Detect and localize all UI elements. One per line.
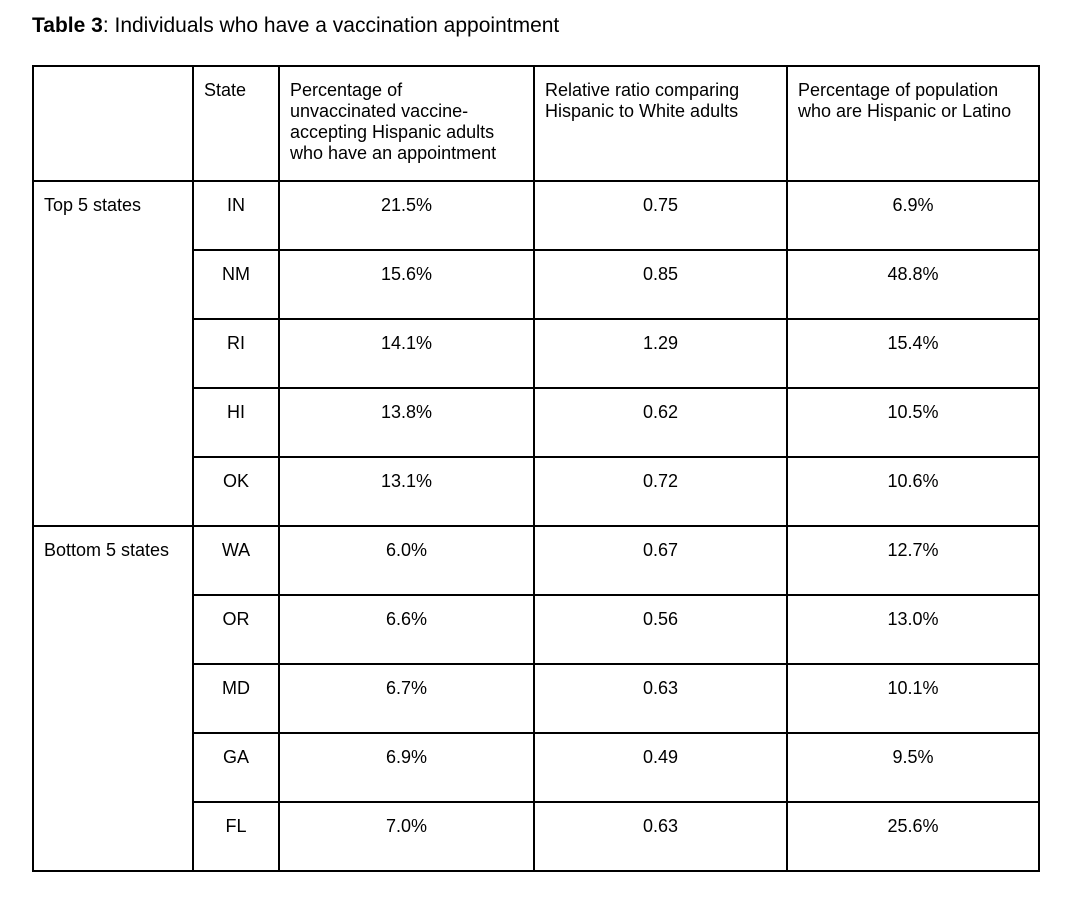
cell-state: OK: [192, 456, 280, 527]
cell-pct-appointment: 6.9%: [278, 732, 535, 803]
table-row: FL 7.0% 0.63 25.6%: [33, 801, 1040, 872]
cell-state: RI: [192, 318, 280, 389]
cell-pct-population: 10.1%: [786, 663, 1040, 734]
table-row: OR 6.6% 0.56 13.0%: [33, 594, 1040, 665]
table-caption-label: Table 3: [32, 14, 103, 37]
cell-state: IN: [192, 180, 280, 251]
cell-pct-population: 10.5%: [786, 387, 1040, 458]
cell-state: MD: [192, 663, 280, 734]
cell-pct-appointment: 13.1%: [278, 456, 535, 527]
cell-relative-ratio: 0.63: [533, 663, 788, 734]
group-label-bottom5: Bottom 5 states: [32, 525, 194, 872]
cell-relative-ratio: 1.29: [533, 318, 788, 389]
cell-relative-ratio: 0.63: [533, 801, 788, 872]
table-row: GA 6.9% 0.49 9.5%: [33, 732, 1040, 803]
table-row: OK 13.1% 0.72 10.6%: [33, 456, 1040, 527]
cell-pct-appointment: 6.0%: [278, 525, 535, 596]
cell-pct-population: 6.9%: [786, 180, 1040, 251]
cell-relative-ratio: 0.49: [533, 732, 788, 803]
table-row: RI 14.1% 1.29 15.4%: [33, 318, 1040, 389]
cell-relative-ratio: 0.67: [533, 525, 788, 596]
cell-pct-appointment: 13.8%: [278, 387, 535, 458]
cell-pct-population: 25.6%: [786, 801, 1040, 872]
header-pct-appointment: Percentage of unvaccinated vaccine- acce…: [278, 65, 535, 182]
table-caption: Table 3: Individuals who have a vaccinat…: [32, 13, 559, 39]
cell-pct-appointment: 21.5%: [278, 180, 535, 251]
cell-pct-population: 12.7%: [786, 525, 1040, 596]
table-row: MD 6.7% 0.63 10.1%: [33, 663, 1040, 734]
cell-state: WA: [192, 525, 280, 596]
table-row: NM 15.6% 0.85 48.8%: [33, 249, 1040, 320]
cell-pct-appointment: 6.6%: [278, 594, 535, 665]
cell-state: HI: [192, 387, 280, 458]
table-row: Bottom 5 states WA 6.0% 0.67 12.7%: [32, 525, 1040, 872]
cell-relative-ratio: 0.62: [533, 387, 788, 458]
cell-relative-ratio: 0.72: [533, 456, 788, 527]
cell-pct-appointment: 6.7%: [278, 663, 535, 734]
cell-pct-population: 9.5%: [786, 732, 1040, 803]
cell-relative-ratio: 0.85: [533, 249, 788, 320]
cell-pct-population: 48.8%: [786, 249, 1040, 320]
cell-pct-population: 15.4%: [786, 318, 1040, 389]
header-relative-ratio: Relative ratio comparing Hispanic to Whi…: [533, 65, 788, 182]
cell-state: OR: [192, 594, 280, 665]
cell-pct-appointment: 15.6%: [278, 249, 535, 320]
cell-pct-appointment: 14.1%: [278, 318, 535, 389]
cell-state: FL: [192, 801, 280, 872]
table-caption-text: : Individuals who have a vaccination app…: [102, 14, 560, 37]
table-row: Top 5 states IN 21.5% 0.75 6.9%: [32, 180, 1040, 527]
cell-pct-population: 13.0%: [786, 594, 1040, 665]
cell-relative-ratio: 0.56: [533, 594, 788, 665]
cell-state: GA: [192, 732, 280, 803]
cell-state: NM: [192, 249, 280, 320]
vaccination-appointment-table: State Percentage of unvaccinated vaccine…: [32, 65, 1040, 872]
cell-pct-appointment: 7.0%: [278, 801, 535, 872]
header-state: State: [192, 65, 280, 182]
group-label-top5: Top 5 states: [32, 180, 194, 527]
header-empty-cell: [32, 65, 194, 182]
cell-relative-ratio: 0.75: [533, 180, 788, 251]
header-pct-population: Percentage of population who are Hispani…: [786, 65, 1040, 182]
cell-pct-population: 10.6%: [786, 456, 1040, 527]
header-row: State Percentage of unvaccinated vaccine…: [32, 65, 1040, 182]
table-row: HI 13.8% 0.62 10.5%: [33, 387, 1040, 458]
